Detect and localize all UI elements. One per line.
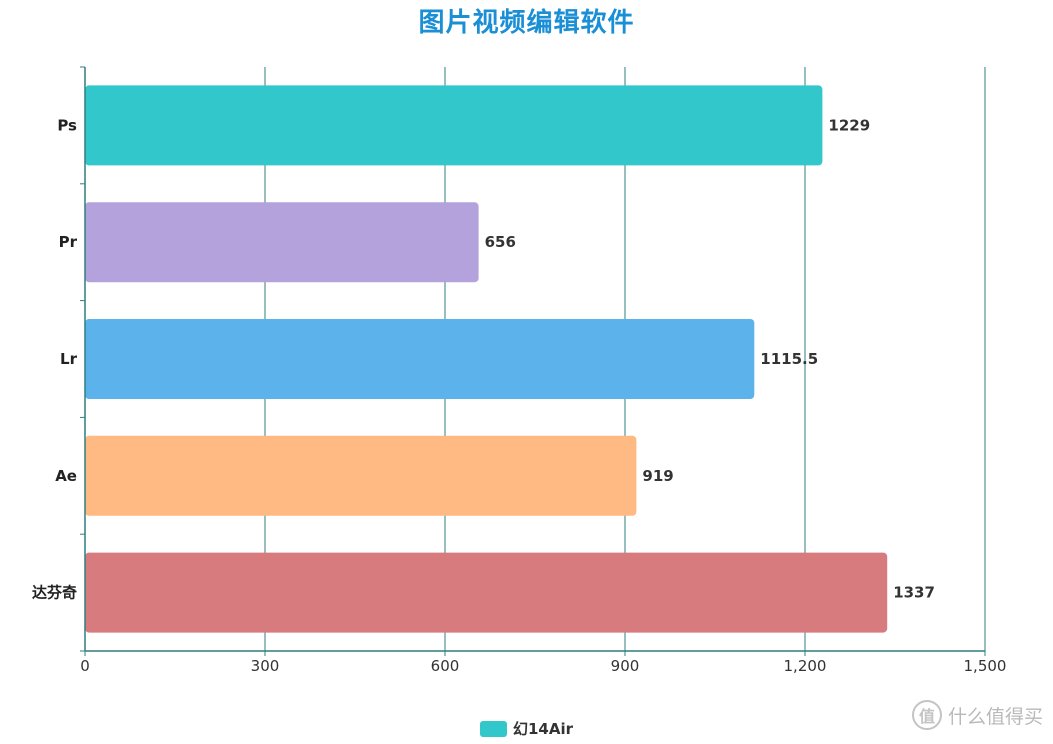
legend-swatch [479,720,507,737]
y-category-label: 达芬奇 [32,584,77,602]
bar-4[interactable] [85,552,888,633]
legend-label: 幻14Air [512,720,574,738]
chart-title: 图片视频编辑软件 [418,8,635,38]
y-category-label: Ps [57,116,77,134]
y-category-label: Lr [60,350,78,368]
bar-value-label: 919 [642,467,673,485]
bar-0[interactable] [85,85,823,166]
watermark: 值 什么值得买 [911,700,1043,730]
bar-layer [85,85,888,633]
bar-value-label: 1337 [893,584,935,602]
x-tick-label: 1,200 [784,657,827,675]
y-category-label: Ae [55,467,77,485]
bar-1[interactable] [85,202,479,283]
x-tick-label: 0 [80,657,90,675]
bar-2[interactable] [85,319,755,399]
bar-value-label: 1115.5 [760,350,818,368]
watermark-text: 什么值得买 [947,705,1043,728]
bar-3[interactable] [85,435,637,516]
x-tick-label: 600 [431,657,460,675]
y-category-label: Pr [59,233,78,251]
watermark-logo-icon: 值 [911,700,942,730]
x-tick-label: 1,500 [964,657,1007,675]
x-tick-label: 300 [251,657,280,675]
bar-value-label: 656 [485,233,516,251]
label-layer: 0 300 600 900 1,200 1,500 Ps 1229 Pr 656 Lr 1115.5 A… [32,116,1006,675]
axis-layer [80,66,986,656]
x-tick-label: 900 [611,657,640,675]
legend[interactable]: 幻14Air [0,718,1053,739]
bar-value-label: 1229 [828,116,870,134]
